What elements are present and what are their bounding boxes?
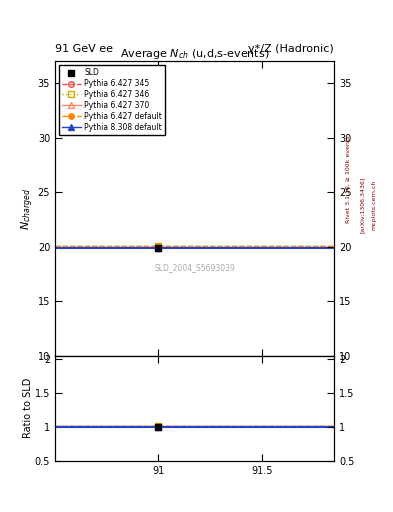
Text: [arXiv:1306.3436]: [arXiv:1306.3436] [360,177,365,233]
Text: Rivet 3.1.10, ≥ 100k events: Rivet 3.1.10, ≥ 100k events [346,135,351,223]
Text: 91 GeV ee: 91 GeV ee [55,44,113,54]
Text: SLD_2004_S5693039: SLD_2004_S5693039 [154,263,235,272]
Text: γ*/Z (Hadronic): γ*/Z (Hadronic) [248,44,334,54]
Y-axis label: Ratio to SLD: Ratio to SLD [24,378,33,438]
Text: mcplots.cern.ch: mcplots.cern.ch [371,180,376,230]
Title: Average $N_{ch}$ (u,d,s-events): Average $N_{ch}$ (u,d,s-events) [120,47,269,61]
Legend: SLD, Pythia 6.427 345, Pythia 6.427 346, Pythia 6.427 370, Pythia 6.427 default,: SLD, Pythia 6.427 345, Pythia 6.427 346,… [59,65,165,135]
Y-axis label: $N_{charged}$: $N_{charged}$ [20,187,36,230]
